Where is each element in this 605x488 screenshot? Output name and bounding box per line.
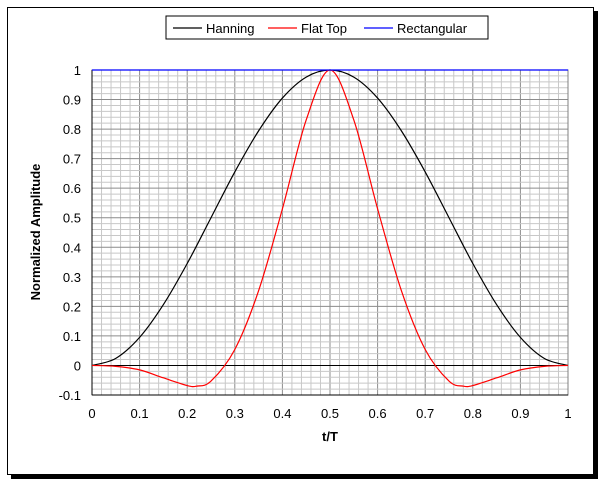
y-axis-title: Normalized Amplitude [28, 164, 43, 301]
y-tick-label: 0.3 [63, 270, 81, 285]
y-tick-label: 0.1 [63, 329, 81, 344]
x-tick-label: 0.3 [226, 406, 244, 421]
frame-shadow-right [594, 11, 598, 477]
y-tick-label: 0.2 [63, 299, 81, 314]
x-tick-label: 0 [88, 406, 95, 421]
x-tick-label: 0.7 [416, 406, 434, 421]
y-tick-labels: -0.1 0 0.1 0.2 0.3 0.4 0.5 0.6 0.7 0.8 0.9 1 [59, 63, 81, 403]
legend-item-flat-top: Flat Top [268, 21, 347, 36]
y-tick-label: -0.1 [59, 388, 81, 403]
y-tick-label: 0.9 [63, 93, 81, 108]
grid-lines [91, 69, 569, 396]
x-tick-label: 1 [564, 406, 571, 421]
legend-label: Hanning [206, 21, 254, 36]
x-axis-title: t/T [322, 429, 338, 444]
data-series [91, 69, 569, 388]
legend-label: Flat Top [301, 21, 347, 36]
y-tick-label: 0.6 [63, 181, 81, 196]
legend-box [165, 15, 489, 40]
x-tick-label: 0.9 [511, 406, 529, 421]
x-tick-label: 0.6 [369, 406, 387, 421]
legend-label: Rectangular [397, 21, 468, 36]
legend-item-rectangular: Rectangular [364, 21, 468, 36]
y-tick-label: 0.8 [63, 122, 81, 137]
legend-item-hanning: Hanning [173, 21, 254, 36]
y-tick-label: 0.7 [63, 152, 81, 167]
y-tick-label: 0.4 [63, 240, 81, 255]
x-tick-label: 0.4 [273, 406, 291, 421]
x-tick-label: 0.5 [321, 406, 339, 421]
x-tick-label: 0.1 [131, 406, 149, 421]
legend: Hanning Flat Top Rectangular [165, 15, 489, 40]
frame-shadow-bottom [11, 475, 598, 479]
y-tick-label: 0.5 [63, 211, 81, 226]
y-tick-label: 0 [74, 358, 81, 373]
x-tick-label: 0.8 [464, 406, 482, 421]
x-tick-labels: 0 0.1 0.2 0.3 0.4 0.5 0.6 0.7 0.8 0.9 1 [88, 406, 571, 421]
y-tick-label: 1 [74, 63, 81, 78]
x-tick-label: 0.2 [178, 406, 196, 421]
